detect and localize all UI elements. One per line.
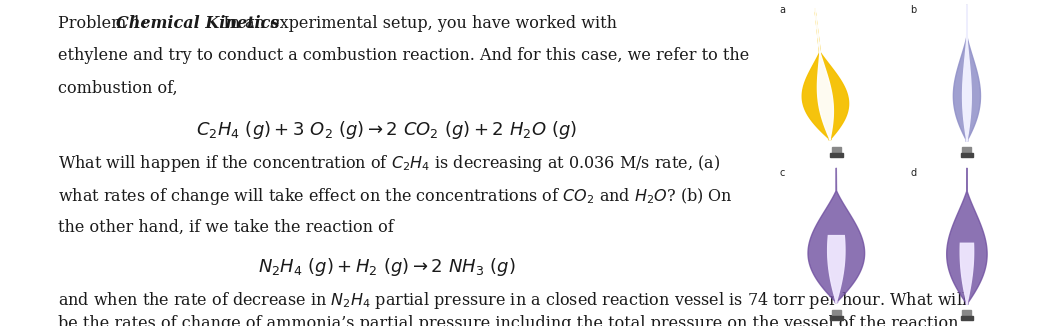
Polygon shape [954,5,981,141]
Text: What will happen if the concentration of $C_2H_4$ is decreasing at 0.036 M/s rat: What will happen if the concentration of… [58,153,721,174]
Text: d: d [911,168,916,178]
Polygon shape [963,310,971,316]
Text: a: a [779,5,786,15]
Polygon shape [830,153,842,156]
Text: what rates of change will take effect on the concentrations of $CO_2$ and $H_2O$: what rates of change will take effect on… [58,186,733,207]
Text: Chemical Kinetics: Chemical Kinetics [116,15,280,32]
Text: Problem 1:: Problem 1: [58,15,152,32]
Polygon shape [828,236,845,303]
Text: . In an experimental setup, you have worked with: . In an experimental setup, you have wor… [213,15,617,32]
Polygon shape [963,5,971,141]
Polygon shape [960,243,973,304]
Text: be the rates of change of ammonia’s partial pressure including the total pressur: be the rates of change of ammonia’s part… [58,315,959,326]
Polygon shape [963,147,971,153]
Polygon shape [802,8,849,140]
Polygon shape [808,168,864,303]
Text: combustion of,: combustion of, [58,80,177,97]
Polygon shape [961,153,973,156]
Text: the other hand, if we take the reaction of: the other hand, if we take the reaction … [58,218,393,235]
Polygon shape [961,316,973,319]
Polygon shape [832,310,840,316]
Text: and when the rate of decrease in $N_2H_4$ partial pressure in a closed reaction : and when the rate of decrease in $N_2H_4… [58,290,968,311]
Text: ethylene and try to conduct a combustion reaction. And for this case, we refer t: ethylene and try to conduct a combustion… [58,47,749,64]
Text: c: c [779,168,785,178]
Polygon shape [815,8,833,140]
Polygon shape [946,168,987,304]
Polygon shape [832,147,840,153]
Text: b: b [911,5,916,15]
Text: $C_2H_4\ (g) + 3\ O_2\ (g) \rightarrow 2\ CO_2\ (g) + 2\ H_2O\ (g)$: $C_2H_4\ (g) + 3\ O_2\ (g) \rightarrow 2… [196,119,577,141]
Text: $N_2H_4\ (g) + H_2\ (g) \rightarrow 2\ NH_3\ (g)$: $N_2H_4\ (g) + H_2\ (g) \rightarrow 2\ N… [258,256,515,278]
Polygon shape [830,316,842,319]
